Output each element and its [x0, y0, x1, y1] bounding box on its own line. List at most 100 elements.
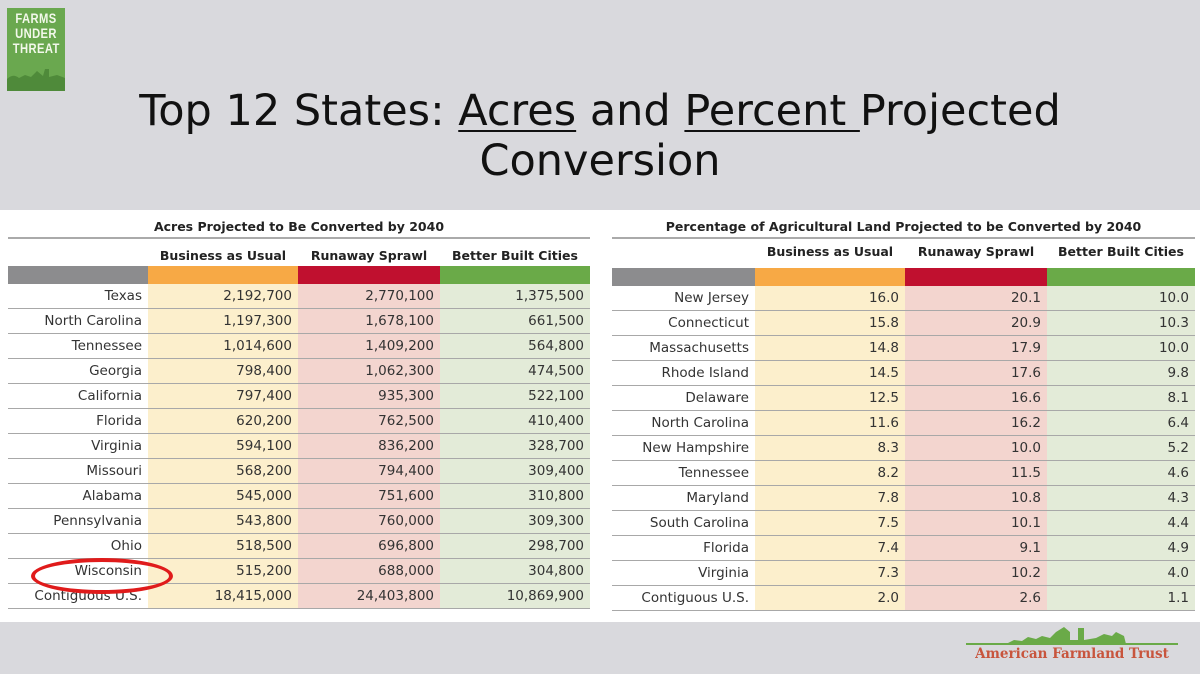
- value-cell: 8.2: [877, 465, 899, 481]
- table-row: North Carolina 1,197,300 1,678,100 661,500: [8, 309, 590, 334]
- value-cell: 20.9: [1010, 315, 1041, 331]
- value-cell: 8.3: [877, 440, 899, 456]
- state-label: North Carolina: [44, 313, 142, 329]
- color-bar: [440, 266, 590, 284]
- table-row: Tennessee 1,014,600 1,409,200 564,800: [8, 334, 590, 359]
- value-cell: 4.3: [1167, 490, 1189, 506]
- color-bar: [1047, 268, 1195, 286]
- value-cell: 1,062,300: [365, 363, 434, 379]
- value-cell: 794,400: [378, 463, 434, 479]
- value-cell: 543,800: [236, 513, 292, 529]
- state-label: Tennessee: [678, 465, 749, 481]
- value-cell: 309,400: [528, 463, 584, 479]
- value-cell: 10.8: [1010, 490, 1041, 506]
- value-cell: 1,014,600: [223, 338, 292, 354]
- color-bar: [148, 266, 298, 284]
- value-cell: 304,800: [528, 563, 584, 579]
- color-bar: [755, 268, 905, 286]
- value-cell: 1.1: [1167, 590, 1189, 606]
- state-label: Delaware: [685, 390, 749, 406]
- divider: [8, 237, 590, 239]
- value-cell: 515,200: [236, 563, 292, 579]
- american-farmland-trust-logo: American Farmland Trust: [966, 624, 1178, 668]
- value-cell: 309,300: [528, 513, 584, 529]
- value-cell: 328,700: [528, 438, 584, 454]
- value-cell: 696,800: [378, 538, 434, 554]
- table-row: Florida 7.4 9.1 4.9: [612, 536, 1195, 561]
- value-cell: 7.5: [877, 515, 899, 531]
- table-row: Massachusetts 14.8 17.9 10.0: [612, 336, 1195, 361]
- color-bar: [298, 266, 440, 284]
- value-cell: 4.9: [1167, 540, 1189, 556]
- state-label: Massachusetts: [649, 340, 749, 356]
- value-cell: 18,415,000: [214, 588, 292, 604]
- table-row: Missouri 568,200 794,400 309,400: [8, 459, 590, 484]
- percent-table: Percentage of Agricultural Land Projecte…: [612, 212, 1195, 612]
- table-title: Acres Projected to Be Converted by 2040: [153, 219, 445, 234]
- table-row: North Carolina 11.6 16.2 6.4: [612, 411, 1195, 436]
- value-cell: 760,000: [378, 513, 434, 529]
- value-cell: 7.4: [877, 540, 899, 556]
- value-cell: 8.1: [1167, 390, 1189, 406]
- column-header: Business as Usual: [159, 248, 287, 263]
- table-row: Connecticut 15.8 20.9 10.3: [612, 311, 1195, 336]
- title-line2: Conversion: [479, 136, 721, 186]
- value-cell: 14.8: [868, 340, 899, 356]
- color-bar: [612, 268, 755, 286]
- column-bg: [755, 286, 905, 611]
- state-label: New Jersey: [674, 290, 749, 306]
- value-cell: 20.1: [1010, 290, 1041, 306]
- state-label: New Hampshire: [642, 440, 749, 456]
- column-bg: [298, 284, 440, 609]
- value-cell: 4.0: [1167, 565, 1189, 581]
- column-header: Runaway Sprawl: [917, 244, 1035, 259]
- title-text: and: [576, 86, 685, 136]
- column-header: Business as Usual: [766, 244, 894, 259]
- value-cell: 661,500: [528, 313, 584, 329]
- value-cell: 935,300: [378, 388, 434, 404]
- value-cell: 9.1: [1019, 540, 1041, 556]
- table-row: Tennessee 8.2 11.5 4.6: [612, 461, 1195, 486]
- table-row: New Jersey 16.0 20.1 10.0: [612, 286, 1195, 311]
- wisconsin-highlight-circle: [31, 558, 173, 594]
- value-cell: 10.3: [1158, 315, 1189, 331]
- value-cell: 11.5: [1010, 465, 1041, 481]
- value-cell: 762,500: [378, 413, 434, 429]
- table-row: Texas 2,192,700 2,770,100 1,375,500: [8, 284, 590, 309]
- state-label: Ohio: [110, 538, 142, 554]
- table-row: Virginia 7.3 10.2 4.0: [612, 561, 1195, 586]
- column-header: Runaway Sprawl: [310, 248, 428, 263]
- value-cell: 7.8: [877, 490, 899, 506]
- value-cell: 564,800: [528, 338, 584, 354]
- state-label: Maryland: [686, 490, 749, 506]
- column-bg: [148, 284, 298, 609]
- value-cell: 10.0: [1010, 440, 1041, 456]
- value-cell: 2.0: [877, 590, 899, 606]
- value-cell: 410,400: [528, 413, 584, 429]
- value-cell: 14.5: [868, 365, 899, 381]
- state-label: Virginia: [698, 565, 749, 581]
- table-row: Delaware 12.5 16.6 8.1: [612, 386, 1195, 411]
- table-row: Rhode Island 14.5 17.6 9.8: [612, 361, 1195, 386]
- value-cell: 16.2: [1010, 415, 1041, 431]
- farm-silhouette-icon: [7, 69, 65, 91]
- value-cell: 17.6: [1010, 365, 1041, 381]
- value-cell: 10.2: [1010, 565, 1041, 581]
- state-label: Florida: [96, 413, 142, 429]
- table-row: Florida 620,200 762,500 410,400: [8, 409, 590, 434]
- column-header: Better Built Cities: [452, 248, 578, 263]
- state-label: Connecticut: [668, 315, 749, 331]
- table-row: Alabama 545,000 751,600 310,800: [8, 484, 590, 509]
- value-cell: 688,000: [378, 563, 434, 579]
- state-label: Missouri: [86, 463, 142, 479]
- value-cell: 620,200: [236, 413, 292, 429]
- value-cell: 298,700: [528, 538, 584, 554]
- state-label: Rhode Island: [661, 365, 749, 381]
- org-name: American Farmland Trust: [975, 646, 1169, 662]
- title-acres: Acres: [458, 86, 577, 136]
- farm-skyline-icon: [966, 627, 1178, 645]
- value-cell: 16.0: [868, 290, 899, 306]
- table-row: Contiguous U.S. 18,415,000 24,403,800 10,86…: [8, 584, 590, 609]
- value-cell: 1,678,100: [365, 313, 434, 329]
- value-cell: 16.6: [1010, 390, 1041, 406]
